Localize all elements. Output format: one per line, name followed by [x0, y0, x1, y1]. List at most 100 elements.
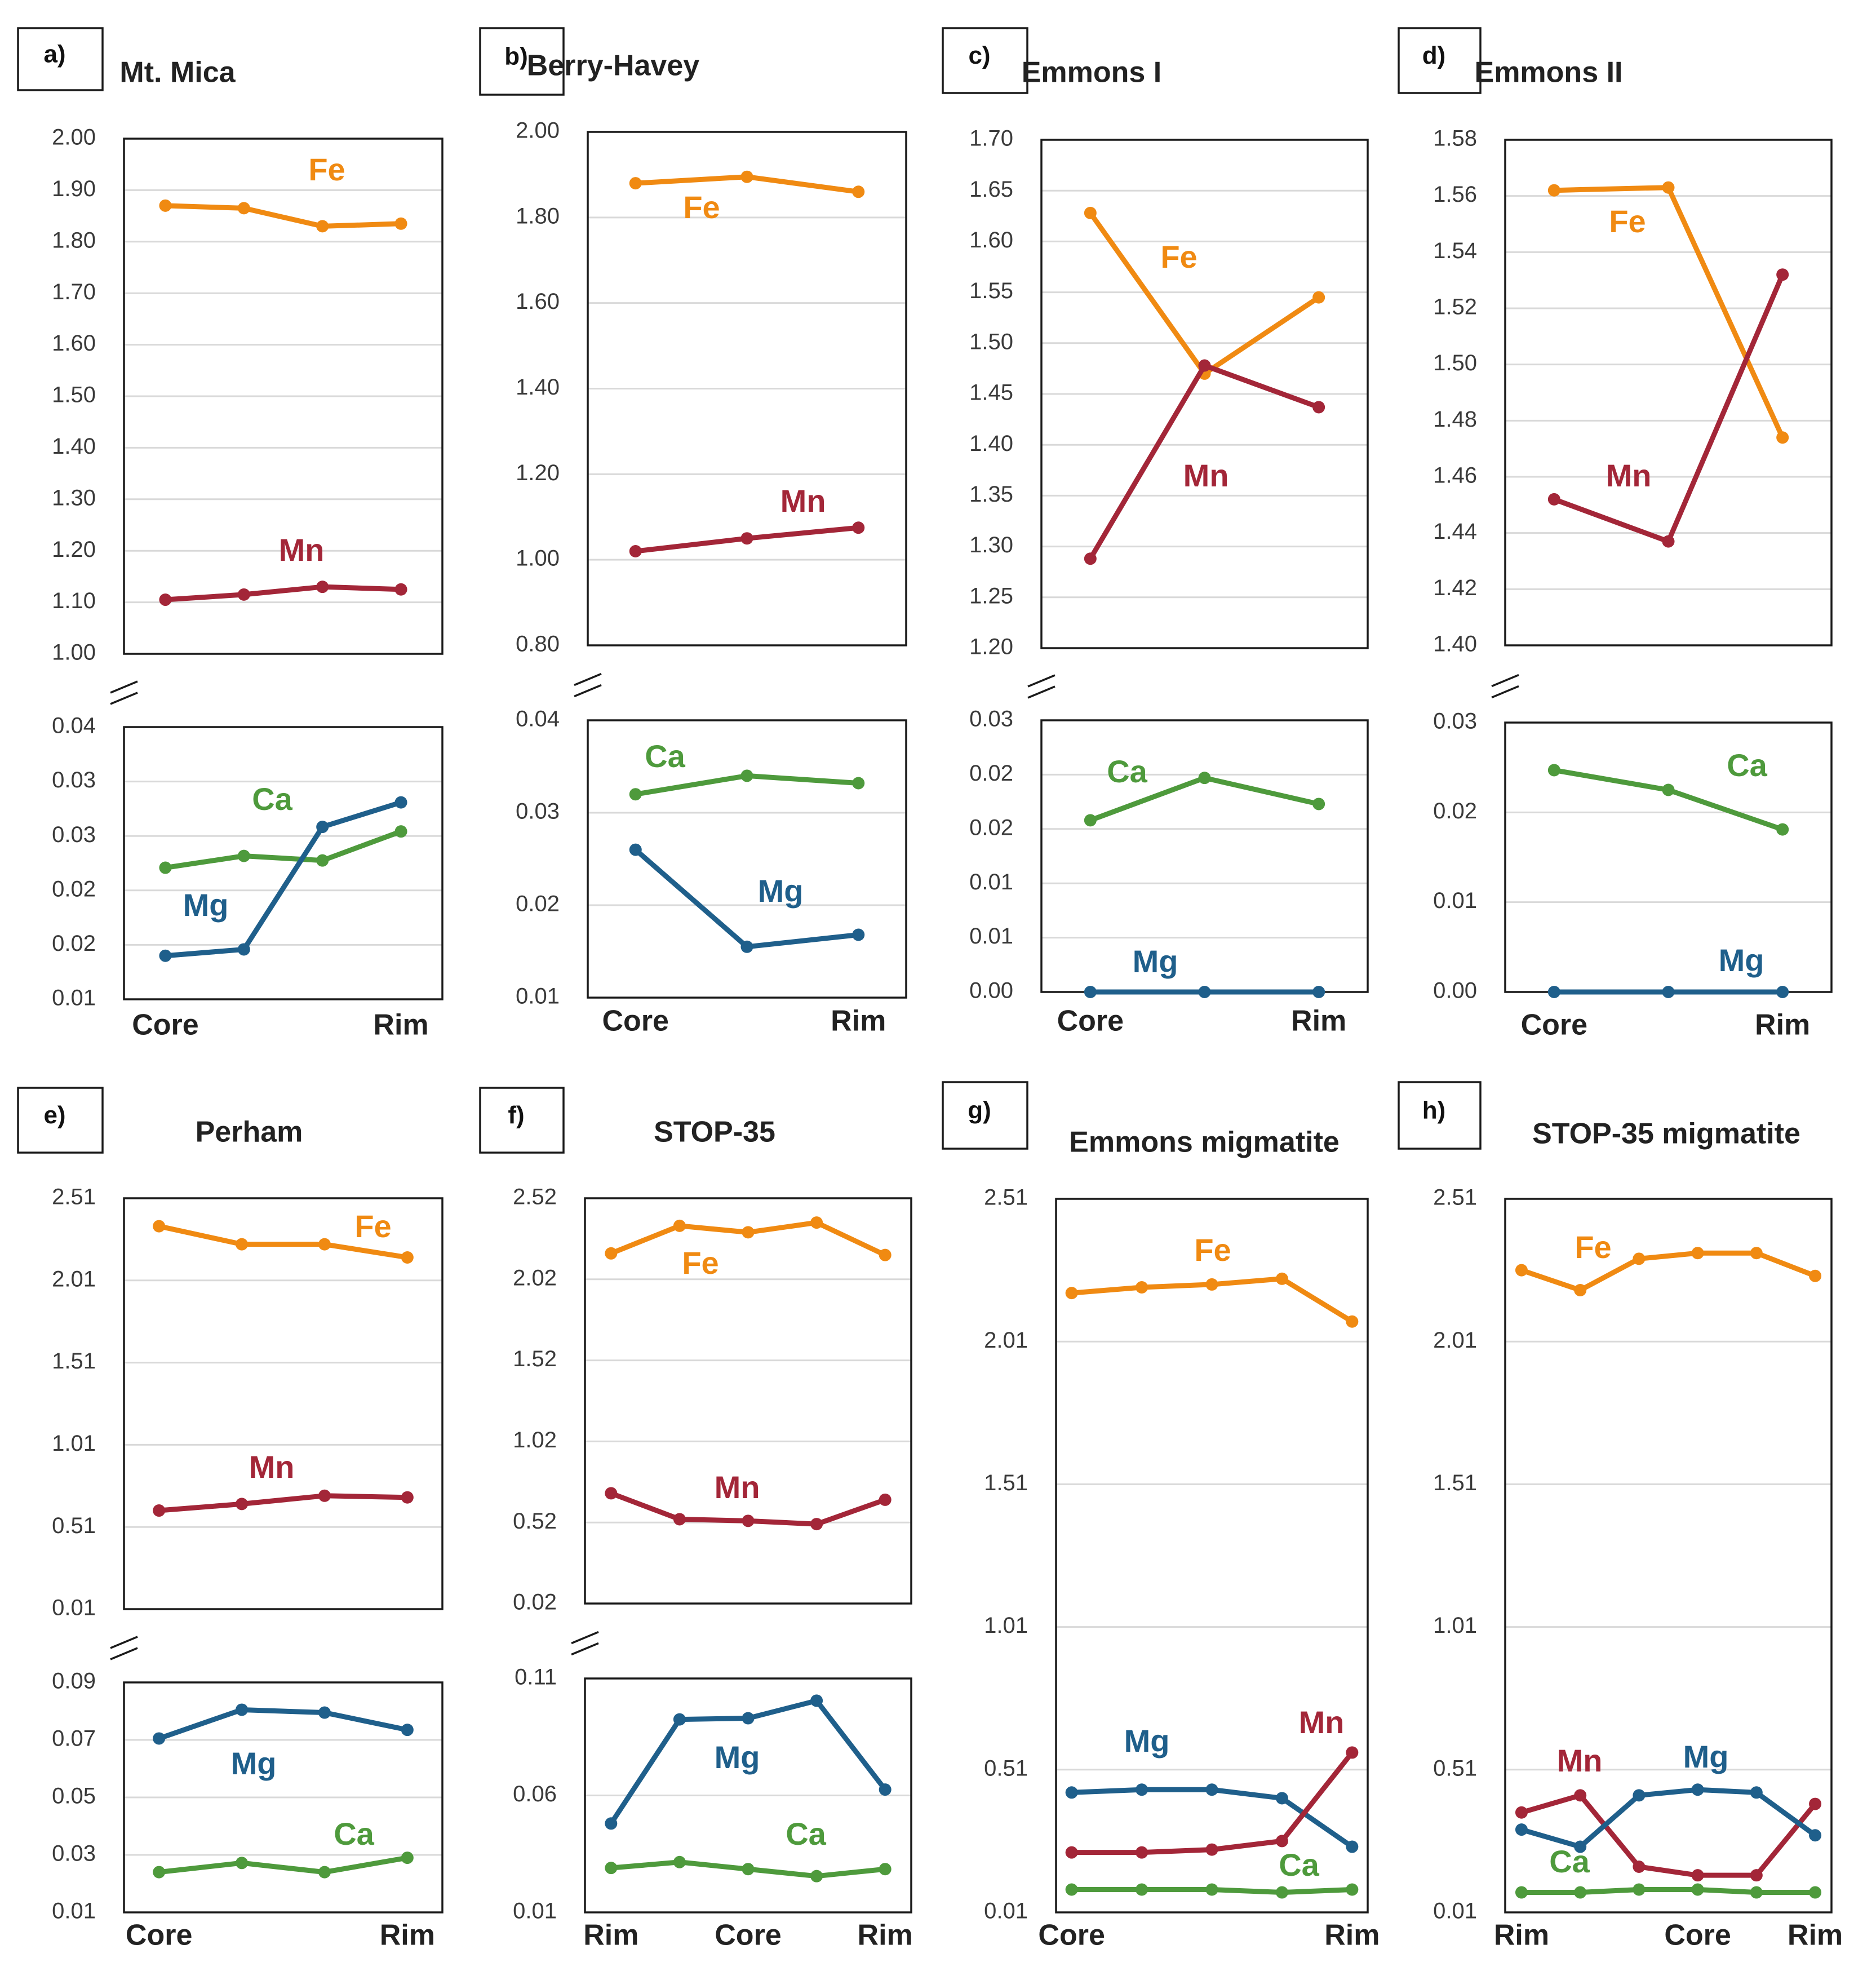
series-label-fe: Fe [1575, 1229, 1611, 1265]
series-label-fe: Fe [682, 1245, 719, 1281]
top-axis-frame [123, 138, 444, 655]
series-label-fe: Fe [354, 1208, 391, 1244]
data-point-fe [852, 185, 865, 198]
data-point-mn [742, 1514, 755, 1527]
data-point-mn [1750, 1869, 1763, 1882]
top-axis-tick-label: 1.60 [969, 228, 1013, 253]
data-point-fe [159, 199, 172, 212]
series-label-mn: Mn [249, 1449, 295, 1485]
series-line-mg [633, 847, 861, 950]
data-point-mn [1275, 1835, 1288, 1848]
data-point-mg [236, 1703, 249, 1716]
series-label-mg: Mg [1133, 944, 1178, 979]
top-axis-tick-label: 1.50 [1433, 351, 1477, 375]
panel-label-box [479, 1087, 565, 1154]
data-point-mn [1633, 1860, 1646, 1873]
chart-title: STOP-35 migmatite [1532, 1118, 1800, 1150]
bottom-axis-frame [587, 719, 907, 999]
panel-label: a) [43, 41, 65, 68]
top-axis-tick-label: 1.55 [969, 278, 1013, 303]
chart-title: Berry-Havey [527, 50, 699, 82]
x-tick-label: Rim [373, 1009, 428, 1042]
chart-title: Mt. Mica [119, 56, 236, 89]
data-point-fe [1065, 1287, 1078, 1300]
panel-label-box [17, 27, 104, 91]
data-point-ca [1065, 1883, 1078, 1896]
axis-break-mark [110, 680, 138, 694]
bottom-axis-tick-label: 0.00 [1433, 978, 1477, 1003]
data-point-ca [1633, 1883, 1646, 1896]
top-axis-frame [123, 1197, 444, 1610]
series-line-fe [1519, 1250, 1818, 1293]
data-point-mg [740, 940, 753, 953]
data-point-fe [742, 1226, 755, 1239]
data-point-fe [1346, 1315, 1359, 1328]
x-tick-label: Rim [858, 1919, 913, 1952]
bottom-axis-frame [1040, 719, 1369, 993]
data-point-ca [1312, 798, 1325, 810]
data-point-mn [1776, 268, 1789, 281]
data-point-mn [1205, 1843, 1218, 1856]
top-axis-tick-label: 1.58 [1433, 126, 1477, 151]
data-point-ca [1084, 814, 1097, 827]
top-axis-tick-label: 0.02 [513, 1590, 557, 1615]
data-point-mn [159, 593, 172, 606]
bottom-axis-frame [1504, 721, 1833, 993]
axis-tick-label: 2.51 [984, 1185, 1028, 1210]
data-point-ca [1776, 823, 1789, 836]
data-point-ca [740, 769, 753, 782]
data-point-fe [605, 1247, 618, 1260]
top-axis-tick-label: 1.20 [52, 537, 96, 562]
series-line-mg [156, 1707, 410, 1741]
data-point-mn [1136, 1846, 1148, 1859]
top-axis-tick-label: 1.44 [1433, 519, 1477, 544]
axis-break-mark [1491, 674, 1519, 688]
data-point-mg [1312, 986, 1325, 998]
top-axis-tick-label: 1.40 [52, 434, 96, 459]
bottom-axis-tick-label: 0.00 [969, 978, 1013, 1003]
data-point-fe [1776, 431, 1789, 444]
x-tick-label: Core [1521, 1009, 1587, 1042]
top-axis-tick-label: 2.01 [52, 1266, 96, 1291]
data-point-mg [1084, 986, 1097, 998]
bottom-axis-tick-label: 0.02 [52, 876, 96, 901]
series-label-mg: Mg [1124, 1723, 1170, 1759]
series-label-ca: Ca [645, 738, 685, 774]
top-axis-tick-label: 1.56 [1433, 182, 1477, 207]
series-line-mg [1069, 1787, 1355, 1850]
series-line-mg [162, 800, 404, 959]
series-label-mg: Mg [231, 1746, 277, 1781]
x-tick-label: Rim [583, 1919, 638, 1952]
chart-title: Emmons I [1022, 56, 1162, 89]
axis-break-mark [574, 672, 602, 686]
panel-label: h) [1422, 1097, 1446, 1124]
data-point-fe [673, 1219, 686, 1232]
data-point-fe [237, 202, 250, 215]
bottom-axis-tick-label: 0.03 [52, 768, 96, 792]
series-line-mn [1069, 1749, 1355, 1855]
data-point-ca [605, 1862, 618, 1875]
top-axis-tick-label: 1.25 [969, 583, 1013, 608]
panel-label: b) [504, 43, 528, 70]
data-point-fe [1312, 291, 1325, 304]
data-point-mg [394, 796, 407, 809]
axis-frame [1504, 1198, 1833, 1914]
bottom-axis-tick-label: 0.01 [52, 986, 96, 1011]
data-point-mg [1750, 1786, 1763, 1799]
data-point-mn [810, 1518, 823, 1531]
bottom-axis-tick-label: 0.01 [516, 984, 560, 1009]
data-point-ca [1547, 764, 1560, 777]
top-axis-tick-label: 1.00 [52, 640, 96, 665]
top-axis-tick-label: 1.51 [52, 1349, 96, 1374]
panel-label-box [942, 27, 1028, 94]
data-point-ca [852, 777, 865, 790]
data-point-mg [316, 821, 329, 834]
data-point-mg [1136, 1783, 1148, 1796]
x-tick-label: Core [1664, 1919, 1731, 1952]
top-axis-frame [587, 131, 907, 646]
x-tick-label: Core [126, 1919, 192, 1952]
data-point-mg [1346, 1840, 1359, 1853]
data-point-fe [153, 1220, 166, 1233]
data-point-mn [153, 1504, 166, 1517]
top-axis-tick-label: 1.60 [52, 331, 96, 356]
